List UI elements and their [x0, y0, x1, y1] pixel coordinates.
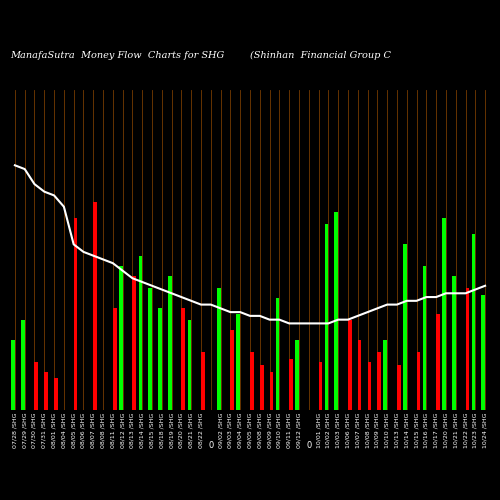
Bar [403, 244, 406, 410]
Bar [334, 212, 338, 410]
Bar [260, 365, 264, 410]
Bar [182, 308, 185, 410]
Bar [21, 320, 24, 410]
Text: 0: 0 [208, 440, 214, 450]
Bar [158, 308, 162, 410]
Bar [442, 218, 446, 410]
Bar [148, 288, 152, 410]
Bar [44, 372, 48, 410]
Text: 0: 0 [306, 440, 312, 450]
Bar [452, 276, 456, 410]
Bar [54, 378, 58, 410]
Bar [94, 202, 97, 410]
Bar [324, 224, 328, 410]
Bar [472, 234, 476, 410]
Bar [482, 295, 485, 410]
Bar [466, 288, 469, 410]
Bar [289, 359, 293, 410]
Bar [422, 266, 426, 410]
Bar [378, 352, 381, 410]
Bar [132, 276, 136, 410]
Bar [270, 372, 274, 410]
Bar [436, 314, 440, 410]
Text: (Shinhan  Financial Group C: (Shinhan Financial Group C [250, 51, 391, 60]
Bar [113, 308, 116, 410]
Bar [119, 266, 122, 410]
Bar [416, 352, 420, 410]
Bar [348, 320, 352, 410]
Bar [250, 352, 254, 410]
Bar [188, 320, 191, 410]
Bar [397, 365, 400, 410]
Bar [138, 256, 142, 410]
Bar [34, 362, 38, 410]
Bar [168, 276, 172, 410]
Text: ManafaSutra  Money Flow  Charts for SHG: ManafaSutra Money Flow Charts for SHG [10, 51, 224, 60]
Bar [318, 362, 322, 410]
Bar [368, 362, 372, 410]
Bar [358, 340, 362, 410]
Bar [276, 298, 280, 410]
Bar [230, 330, 234, 410]
Bar [384, 340, 387, 410]
Bar [74, 218, 78, 410]
Bar [296, 340, 299, 410]
Bar [217, 288, 220, 410]
Bar [236, 314, 240, 410]
Bar [11, 340, 15, 410]
Bar [201, 352, 204, 410]
